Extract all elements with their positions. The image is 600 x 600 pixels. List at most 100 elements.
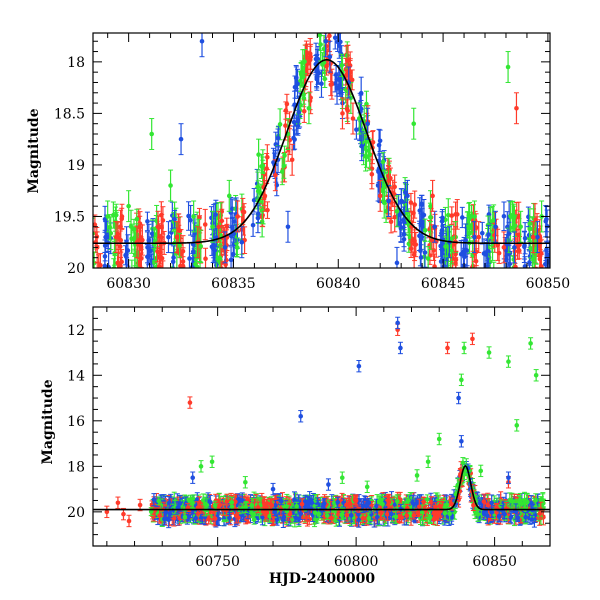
data-point-blue bbox=[505, 471, 511, 484]
data-layer bbox=[93, 33, 550, 268]
y-tick-label: 19 bbox=[67, 158, 85, 174]
cloud-point bbox=[175, 501, 181, 514]
cloud-point bbox=[459, 206, 465, 229]
cloud-point bbox=[262, 498, 268, 514]
data-point-red bbox=[187, 396, 193, 409]
data-point-blue bbox=[285, 210, 291, 243]
data-point-blue bbox=[456, 391, 462, 405]
cloud-point bbox=[212, 510, 218, 527]
data-point-green bbox=[478, 464, 484, 478]
top-panel: 60830 60835 60840 60845 60850 18 18.5 19 19.5 20 bbox=[54, 32, 570, 292]
data-point-red bbox=[430, 179, 436, 212]
cloud-point bbox=[506, 221, 512, 246]
cloud-point bbox=[151, 493, 157, 507]
data-point-green bbox=[505, 355, 511, 368]
data-point-green bbox=[356, 102, 362, 135]
cloud-point bbox=[161, 512, 167, 526]
cloud-point bbox=[538, 496, 544, 505]
cloud-point bbox=[159, 213, 165, 241]
cloud-point bbox=[291, 491, 297, 508]
cloud-point bbox=[511, 205, 517, 228]
cloud-point bbox=[538, 239, 544, 268]
data-point-green bbox=[149, 118, 155, 150]
cloud-point bbox=[491, 261, 497, 268]
cloud-point bbox=[530, 259, 536, 268]
cloud-point bbox=[432, 253, 438, 268]
data-point-green bbox=[364, 480, 370, 494]
data-point-green bbox=[425, 455, 431, 468]
cloud-point bbox=[366, 512, 372, 524]
cloud-point bbox=[192, 222, 198, 245]
y-tick-label: 20 bbox=[67, 505, 85, 521]
data-point-red bbox=[339, 97, 345, 130]
data-point-red bbox=[469, 332, 475, 346]
x-tick-label: 60850 bbox=[472, 554, 517, 570]
cloud-point bbox=[155, 240, 161, 263]
cloud-point bbox=[129, 259, 135, 268]
cloud-point bbox=[324, 511, 330, 521]
y-tick-label: 12 bbox=[67, 323, 85, 339]
cloud-point bbox=[156, 496, 162, 506]
data-point-red bbox=[115, 496, 121, 509]
cloud-point bbox=[463, 223, 469, 258]
y-tick-label: 19.5 bbox=[54, 209, 85, 225]
data-point-blue bbox=[103, 221, 109, 254]
cloud-point bbox=[484, 507, 490, 524]
data-point-blue bbox=[397, 341, 403, 355]
cloud-point bbox=[376, 128, 382, 162]
cloud-point bbox=[207, 495, 213, 510]
model-curve bbox=[93, 59, 550, 245]
data-point-blue bbox=[492, 210, 498, 243]
bottom-y-axis-title: Magnitude bbox=[40, 379, 56, 464]
cloud-point bbox=[522, 491, 528, 509]
data-point-green bbox=[514, 419, 520, 432]
data-point-green bbox=[533, 369, 539, 382]
data-point-blue bbox=[145, 231, 151, 264]
cloud-point bbox=[119, 203, 125, 230]
cloud-point bbox=[281, 513, 287, 522]
y-tick-label: 18.5 bbox=[54, 106, 85, 122]
data-point-red bbox=[174, 221, 180, 254]
cloud-point bbox=[186, 201, 192, 231]
data-point-blue bbox=[199, 33, 205, 58]
data-point-red bbox=[353, 494, 359, 507]
cloud-point bbox=[295, 68, 301, 99]
data-point-blue bbox=[190, 471, 196, 484]
cloud-point bbox=[335, 509, 341, 520]
cloud-point bbox=[344, 99, 350, 119]
cloud-point bbox=[281, 152, 287, 179]
data-point-red bbox=[377, 179, 383, 212]
data-point-blue bbox=[270, 482, 276, 496]
cloud-point bbox=[508, 201, 514, 232]
cloud-point bbox=[438, 216, 444, 250]
cloud-point bbox=[392, 174, 398, 200]
cloud-point bbox=[275, 128, 281, 148]
data-point-red bbox=[155, 210, 161, 243]
cloud-point bbox=[383, 199, 389, 223]
cloud-point bbox=[186, 512, 192, 522]
cloud-point bbox=[428, 496, 434, 509]
cloud-point bbox=[424, 494, 430, 505]
data-point-green bbox=[414, 469, 420, 482]
cloud-point bbox=[277, 108, 283, 141]
cloud-point bbox=[543, 205, 549, 238]
cloud-point bbox=[243, 501, 249, 514]
cloud-point bbox=[228, 246, 234, 268]
data-point-green bbox=[461, 341, 467, 355]
cloud-point bbox=[418, 244, 424, 268]
data-point-blue bbox=[356, 359, 362, 373]
cloud-point bbox=[182, 510, 188, 524]
cloud-point bbox=[501, 201, 507, 232]
cloud-point bbox=[496, 510, 502, 523]
data-point-red bbox=[235, 200, 241, 233]
y-tick-label: 14 bbox=[67, 368, 85, 384]
data-point-blue bbox=[395, 316, 401, 330]
data-point-blue bbox=[323, 33, 329, 58]
bottom-panel: 60750 60800 60850 12 14 16 18 20 bbox=[67, 306, 551, 570]
y-tick-label: 18 bbox=[67, 55, 85, 71]
cloud-point bbox=[180, 235, 186, 268]
data-point-blue bbox=[534, 221, 540, 254]
cloud-point bbox=[219, 208, 225, 234]
cloud-point bbox=[234, 237, 240, 258]
